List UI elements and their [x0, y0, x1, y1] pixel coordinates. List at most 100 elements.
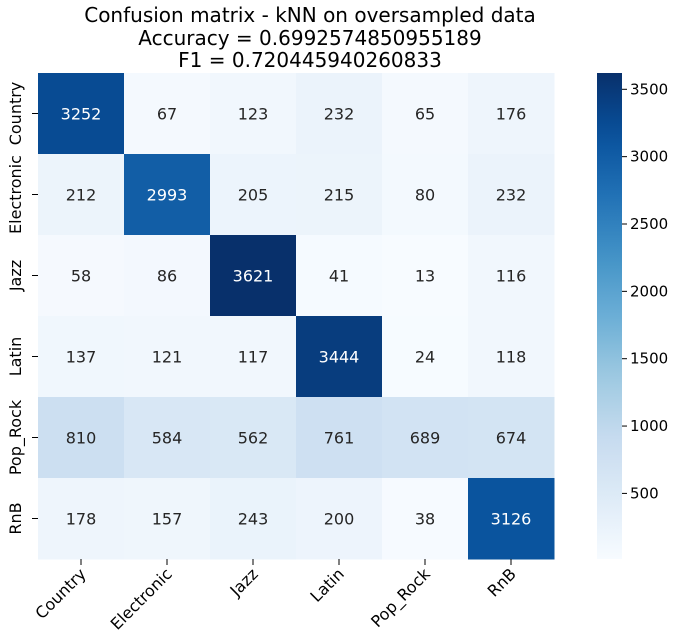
heatmap-cell	[38, 154, 125, 236]
heatmap-cell	[38, 478, 125, 560]
cell-value-label: 232	[324, 105, 355, 124]
heatmap-cell	[38, 397, 125, 479]
heatmap-cell	[468, 397, 555, 479]
row-tick-label: Jazz	[6, 260, 25, 292]
heatmap-cell	[296, 397, 383, 479]
colorbar-gradient	[597, 73, 622, 559]
heatmap-cell	[296, 73, 383, 155]
cell-value-label: 38	[415, 510, 435, 529]
cell-value-label: 674	[496, 429, 527, 448]
cell-value-label: 137	[66, 348, 97, 367]
cell-value-label: 123	[238, 105, 269, 124]
cell-value-label: 3126	[491, 510, 532, 529]
chart-title: Confusion matrix - kNN on oversampled da…	[84, 3, 536, 72]
heatmap-cell	[382, 235, 469, 317]
row-tick-label: Country	[6, 82, 25, 146]
cell-value-label: 3444	[319, 348, 360, 367]
heatmap-cell	[124, 235, 211, 317]
colorbar-tick-label: 500	[630, 484, 659, 502]
cell-value-label: 205	[238, 186, 269, 205]
row-tick-label: Electronic	[6, 155, 25, 234]
colorbar: 500 1000 1500 2000 2500 3000 3500	[597, 73, 668, 559]
cell-value-label: 212	[66, 186, 97, 205]
heatmap-cell	[296, 235, 383, 317]
heatmap-cell	[382, 397, 469, 479]
cell-value-label: 200	[324, 510, 355, 529]
cell-value-label: 243	[238, 510, 269, 529]
cell-value-label: 65	[415, 105, 435, 124]
title-line-1: Confusion matrix - kNN on oversampled da…	[84, 3, 536, 27]
heatmap-cell	[382, 316, 469, 398]
cell-value-label: 761	[324, 429, 355, 448]
heatmap-cell	[382, 154, 469, 236]
heatmap-cell	[210, 154, 297, 236]
cell-value-label: 232	[496, 186, 527, 205]
cell-value-label: 3621	[233, 267, 274, 286]
heatmap-cell	[124, 397, 211, 479]
row-tick-label: RnB	[6, 502, 25, 534]
heatmap-cell	[210, 235, 297, 317]
heatmap-cell	[124, 316, 211, 398]
colorbar-tick-label: 2500	[630, 215, 668, 233]
title-line-2: Accuracy = 0.6992574850955189	[138, 26, 481, 50]
heatmap-cell	[468, 316, 555, 398]
cell-value-label: 3252	[61, 105, 102, 124]
colorbar-tick-label: 2000	[630, 282, 668, 300]
cell-value-label: 116	[496, 267, 527, 286]
cell-value-label: 86	[157, 267, 177, 286]
cell-value-label: 121	[152, 348, 183, 367]
column-tick-label: Jazz	[226, 564, 262, 600]
column-tick-label: Pop_Rock	[367, 564, 435, 632]
row-tick-label: Pop_Rock	[6, 399, 26, 475]
heatmap-cell	[210, 478, 297, 560]
row-tick-label: Latin	[6, 337, 25, 377]
cell-value-label: 67	[157, 105, 177, 124]
colorbar-tick-label: 1500	[630, 350, 668, 368]
row-tick-labels: Country Electronic Jazz Latin Pop_Rock RnB	[6, 82, 38, 535]
heatmap-cell	[124, 154, 211, 236]
heatmap-cell	[468, 478, 555, 560]
cell-value-label: 58	[71, 267, 91, 286]
cell-value-label: 562	[238, 429, 269, 448]
cell-value-label: 584	[152, 429, 183, 448]
heatmap-cells: 3252 67 123 232 65 176 212 2993 205 215 80 232 58 86 3…	[38, 73, 555, 560]
title-line-3: F1 = 0.720445940260833	[178, 48, 442, 72]
heatmap-cell	[38, 316, 125, 398]
cell-value-label: 689	[410, 429, 441, 448]
colorbar-tick-label: 1000	[630, 417, 668, 435]
heatmap-cell	[210, 73, 297, 155]
column-tick-label: Electronic	[107, 564, 176, 633]
cell-value-label: 176	[496, 105, 527, 124]
cell-value-label: 13	[415, 267, 435, 286]
cell-value-label: 117	[238, 348, 269, 367]
column-tick-label: RnB	[484, 564, 520, 600]
heatmap-cell	[296, 154, 383, 236]
colorbar-tick-label: 3500	[630, 80, 668, 98]
cell-value-label: 118	[496, 348, 527, 367]
heatmap-cell	[296, 478, 383, 560]
cell-value-label: 80	[415, 186, 435, 205]
heatmap-cell	[468, 154, 555, 236]
heatmap-cell	[38, 235, 125, 317]
heatmap-cell	[38, 73, 125, 155]
cell-value-label: 2993	[147, 186, 188, 205]
cell-value-label: 178	[66, 510, 97, 529]
column-tick-labels: Country Electronic Jazz Latin Pop_Rock RnB	[31, 559, 520, 634]
heatmap-cell	[296, 316, 383, 398]
heatmap-cell	[210, 316, 297, 398]
heatmap-cell	[124, 478, 211, 560]
cell-value-label: 810	[66, 429, 97, 448]
heatmap-cell	[382, 478, 469, 560]
cell-value-label: 157	[152, 510, 183, 529]
heatmap-cell	[124, 73, 211, 155]
column-tick-label: Country	[31, 564, 89, 622]
heatmap-cell	[210, 397, 297, 479]
cell-value-label: 215	[324, 186, 355, 205]
heatmap-cell	[382, 73, 469, 155]
heatmap-cell	[468, 73, 555, 155]
heatmap-cell	[468, 235, 555, 317]
cell-value-label: 24	[415, 348, 435, 367]
column-tick-label: Latin	[306, 564, 347, 605]
colorbar-tick-label: 3000	[630, 148, 668, 166]
